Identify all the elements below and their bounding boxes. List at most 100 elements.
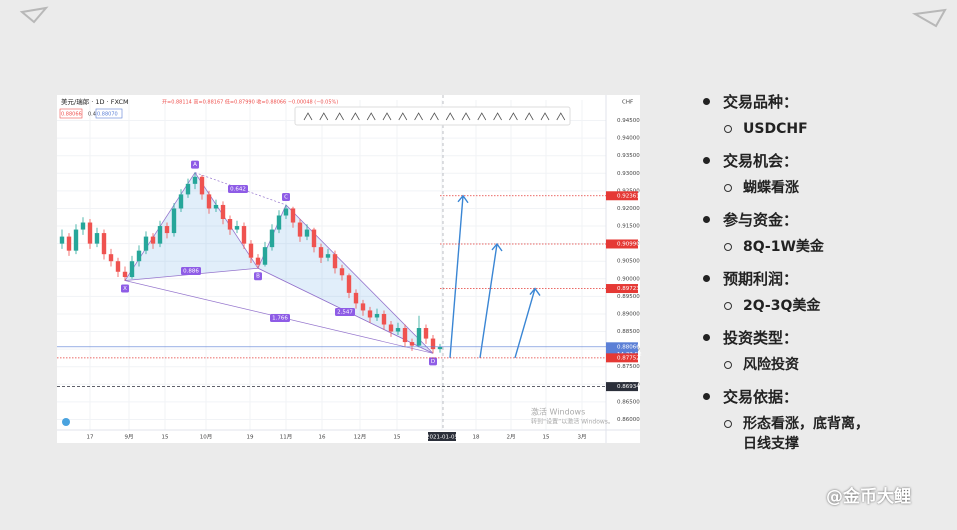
y-tick-label: 0.89000 bbox=[617, 311, 640, 317]
sub-bullet: 蝴蝶看涨 bbox=[724, 178, 799, 198]
sub-bullet: 2Q-3Q美金 bbox=[724, 296, 820, 316]
candle-body bbox=[437, 346, 443, 350]
header-box bbox=[59, 108, 83, 119]
ohlc-line: 开=0.88114 高=0.88167 低=0.87990 收=0.88066 … bbox=[162, 99, 338, 106]
bullet: 参与资金： bbox=[702, 209, 798, 230]
candle-body bbox=[150, 236, 156, 244]
bullet: 交易品种： bbox=[702, 91, 798, 112]
y-tick-label: 0.87500 bbox=[617, 364, 640, 370]
candle-body bbox=[185, 183, 191, 195]
point-label: A bbox=[193, 162, 197, 168]
candle-body bbox=[283, 208, 289, 216]
ratio-badge bbox=[270, 314, 290, 322]
target-arrow bbox=[449, 195, 464, 358]
ratio-badge bbox=[181, 267, 201, 275]
price-tag-label: 0.92361 bbox=[617, 193, 640, 199]
candle-body bbox=[108, 254, 114, 262]
point-label: B bbox=[256, 274, 260, 280]
logo-icon bbox=[62, 418, 70, 426]
x-tick-label: 10月 bbox=[200, 434, 213, 441]
candle-body bbox=[101, 233, 107, 255]
tool-icon bbox=[477, 112, 487, 121]
candle-body bbox=[325, 254, 331, 258]
candle-body bbox=[346, 275, 352, 293]
arrow-head bbox=[491, 242, 503, 252]
candle-body bbox=[381, 313, 387, 325]
candle-body bbox=[136, 250, 142, 262]
y-tick-label: 0.94000 bbox=[617, 136, 640, 142]
sub-bullet: 风险投资 bbox=[724, 355, 799, 375]
bullet-label: 投资类型： bbox=[723, 329, 799, 347]
tool-icon bbox=[461, 112, 471, 121]
x-tick-label: 15 bbox=[394, 435, 401, 441]
y-tick-label: 0.92000 bbox=[617, 206, 640, 212]
candle-body bbox=[318, 247, 324, 258]
y-tick-label: 0.93000 bbox=[617, 171, 640, 177]
bullet-label: 预期利润： bbox=[723, 270, 799, 288]
price-tag bbox=[606, 239, 638, 249]
candle-body bbox=[248, 243, 254, 258]
tool-icon bbox=[540, 112, 550, 121]
ratio-label: 0.886 bbox=[183, 269, 199, 275]
tool-icon bbox=[303, 112, 313, 121]
bullet-label: 交易机会： bbox=[723, 152, 799, 170]
sub-bullet-text: 蝴蝶看涨 bbox=[743, 180, 799, 196]
candle-body bbox=[164, 226, 170, 234]
bullet: 预期利润： bbox=[702, 268, 799, 289]
sub-bullet-text: 形态看涨，底背离， bbox=[743, 416, 869, 432]
price-tag-label: 0.86934 bbox=[617, 384, 640, 390]
sub-bullet: 形态看涨，底背离， 日线支撑 bbox=[724, 414, 869, 454]
point-badge bbox=[121, 284, 129, 293]
x-tick-label: 19 bbox=[247, 435, 254, 441]
header-box bbox=[95, 108, 123, 119]
x-tick-label: 15 bbox=[162, 435, 169, 441]
price-tag-label: 0.87752 bbox=[617, 355, 640, 361]
tool-icon bbox=[556, 112, 566, 121]
x-tick-label: 12月 bbox=[354, 434, 367, 441]
candle-body bbox=[353, 292, 359, 304]
arrow-head bbox=[457, 194, 469, 204]
candle-body bbox=[388, 324, 394, 332]
x-tick-label: 3月 bbox=[578, 434, 587, 441]
point-badge bbox=[282, 192, 290, 201]
candle-body bbox=[115, 261, 121, 272]
candle-body bbox=[395, 328, 401, 332]
target-arrow bbox=[514, 288, 536, 359]
tool-icon bbox=[445, 112, 455, 121]
header-value: 0.88070 bbox=[97, 112, 118, 118]
bullet: 交易依据： bbox=[702, 386, 798, 407]
candle-body bbox=[402, 328, 408, 343]
candle-body bbox=[129, 261, 135, 278]
watermark: 转到“设置”以激活 Windows。 bbox=[531, 418, 614, 426]
y-tick-label: 0.86000 bbox=[617, 417, 640, 423]
currency-label: CHF bbox=[622, 100, 633, 106]
tool-icon bbox=[398, 112, 408, 121]
candle-body bbox=[220, 204, 226, 220]
candle-body bbox=[73, 229, 79, 251]
candle-body bbox=[157, 226, 163, 244]
sub-bullet-text: 日线支撑 bbox=[743, 436, 799, 452]
x-tick-label: 2021-01-05 bbox=[426, 435, 458, 441]
x-tick-label: 16 bbox=[319, 435, 326, 441]
sub-bullet-text: 2Q-3Q美金 bbox=[743, 298, 821, 314]
price-tag-label: 0.89723 bbox=[617, 286, 640, 292]
bullet: 投资类型： bbox=[702, 327, 799, 348]
price-tag-label: 0.90990 bbox=[617, 241, 640, 247]
y-tick-label: 0.94500 bbox=[617, 118, 640, 124]
tool-icon bbox=[430, 112, 439, 121]
x-tick-label: 18 bbox=[473, 435, 480, 441]
ratio-badge bbox=[228, 185, 248, 193]
chart-title: 美元/瑞郎 · 1D · FXCM bbox=[61, 97, 129, 106]
watermark: 激活 Windows bbox=[531, 407, 585, 417]
candle-body bbox=[206, 194, 212, 209]
y-tick-label: 0.89500 bbox=[617, 294, 640, 300]
corner-deco bbox=[911, 8, 947, 28]
ratio-badge bbox=[335, 308, 355, 316]
tool-icon bbox=[382, 112, 392, 121]
point-badge bbox=[191, 160, 199, 169]
candle-body bbox=[66, 236, 72, 251]
candle-body bbox=[80, 222, 86, 230]
tool-icon bbox=[335, 112, 344, 121]
price-tag bbox=[606, 382, 638, 392]
